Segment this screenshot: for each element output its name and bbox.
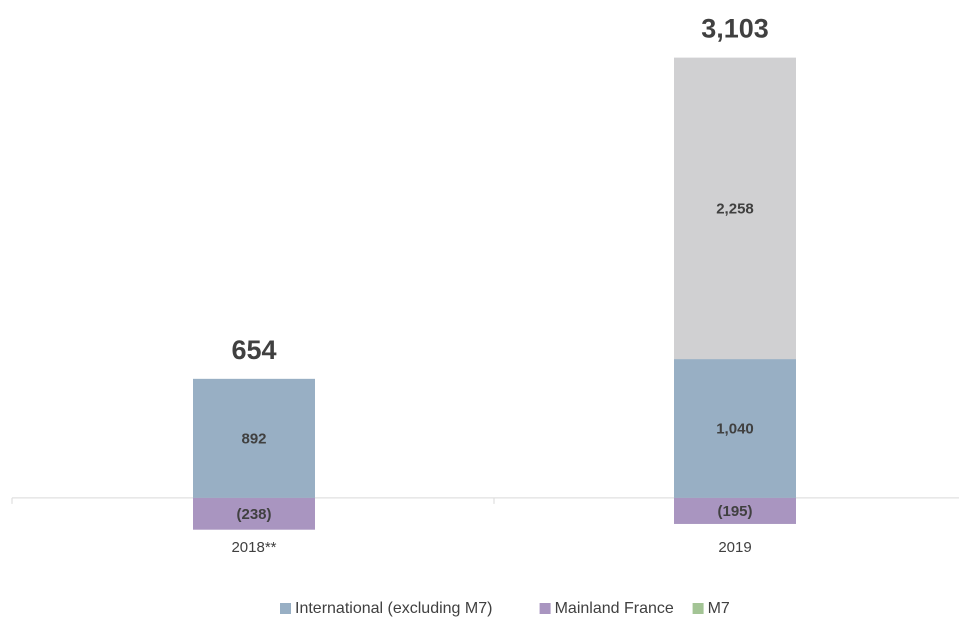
legend-label: M7 xyxy=(708,600,730,617)
data-label: 892 xyxy=(241,430,266,447)
data-label: (238) xyxy=(236,506,271,523)
legend-swatch xyxy=(692,603,704,614)
legend-label: International (excluding M7) xyxy=(295,600,492,617)
data-label: 2,258 xyxy=(716,200,754,217)
bar-segment xyxy=(193,497,315,530)
total-label: 3,103 xyxy=(701,14,769,44)
data-label: (195) xyxy=(717,503,752,520)
x-tick-label: 2018** xyxy=(231,539,276,556)
legend-swatch xyxy=(280,603,291,614)
bar-segment xyxy=(674,497,796,524)
x-tick-label: 2019 xyxy=(718,539,751,556)
bar-segment xyxy=(674,359,796,498)
legend-swatch xyxy=(539,603,551,614)
total-label: 654 xyxy=(231,335,276,365)
data-label: 1,040 xyxy=(716,420,754,437)
bar-segment xyxy=(674,57,796,360)
bar-segment xyxy=(193,378,315,498)
legend-label: Mainland France xyxy=(555,600,674,617)
